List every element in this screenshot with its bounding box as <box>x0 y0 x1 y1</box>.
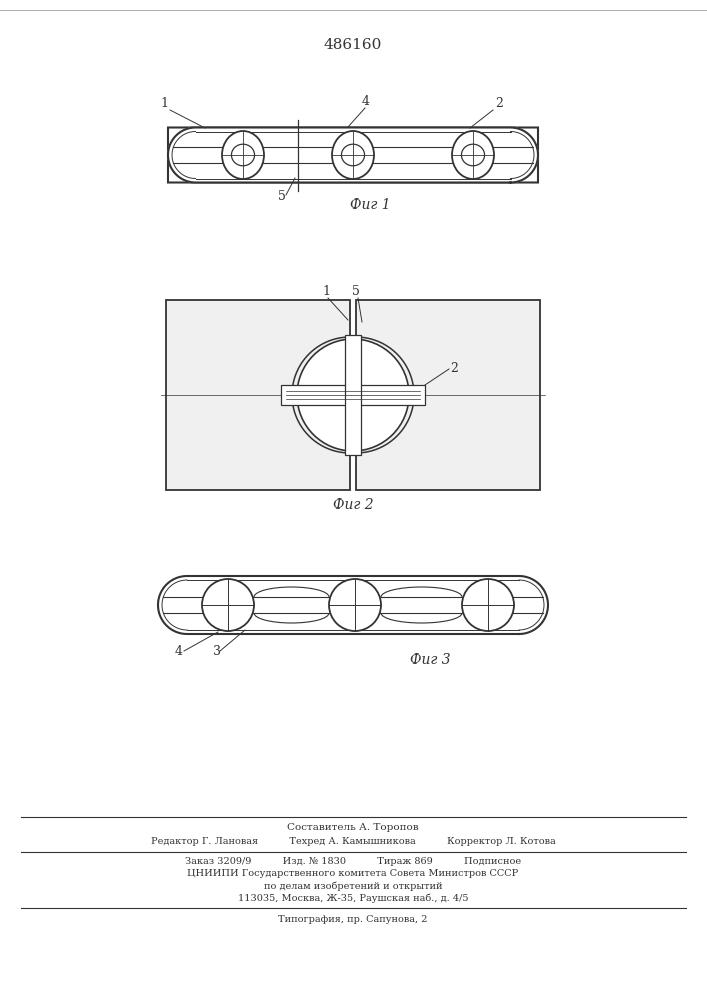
Text: Фиг 3: Фиг 3 <box>409 653 450 667</box>
Text: 1: 1 <box>160 97 168 110</box>
Text: по делам изобретений и открытий: по делам изобретений и открытий <box>264 881 443 891</box>
Text: Заказ 3209/9          Изд. № 1830          Тираж 869          Подписное: Заказ 3209/9 Изд. № 1830 Тираж 869 Подпи… <box>185 857 521 866</box>
Text: 2: 2 <box>495 97 503 110</box>
Text: Типография, пр. Сапунова, 2: Типография, пр. Сапунова, 2 <box>279 916 428 924</box>
Circle shape <box>202 579 254 631</box>
Text: Составитель А. Торопов: Составитель А. Торопов <box>287 822 419 832</box>
Circle shape <box>297 339 409 451</box>
Text: 1: 1 <box>322 285 330 298</box>
Ellipse shape <box>222 131 264 179</box>
Polygon shape <box>168 127 538 182</box>
Text: Фиг 1: Фиг 1 <box>350 198 390 212</box>
Bar <box>356 300 540 490</box>
Text: 5: 5 <box>278 190 286 203</box>
Ellipse shape <box>341 144 365 166</box>
Bar <box>166 300 350 490</box>
Polygon shape <box>158 576 548 634</box>
Text: 5: 5 <box>352 285 360 298</box>
Bar <box>281 385 425 405</box>
Ellipse shape <box>452 131 494 179</box>
Text: 113035, Москва, Ж-35, Раушская наб., д. 4/5: 113035, Москва, Ж-35, Раушская наб., д. … <box>238 893 468 903</box>
Text: Редактор Г. Лановая          Техред А. Камышникова          Корректор Л. Котова: Редактор Г. Лановая Техред А. Камышников… <box>151 838 556 846</box>
Ellipse shape <box>332 131 374 179</box>
Text: 4: 4 <box>362 95 370 108</box>
FancyBboxPatch shape <box>168 127 538 182</box>
Text: 2: 2 <box>450 362 458 375</box>
Circle shape <box>329 579 381 631</box>
Bar <box>345 335 361 455</box>
Circle shape <box>462 579 514 631</box>
Text: 4: 4 <box>175 645 183 658</box>
Text: Фиг 2: Фиг 2 <box>333 498 373 512</box>
Ellipse shape <box>462 144 484 166</box>
Text: 486160: 486160 <box>324 38 382 52</box>
Text: 3: 3 <box>213 645 221 658</box>
Ellipse shape <box>231 144 255 166</box>
Text: ЦНИИПИ Государственного комитета Совета Министров СССР: ЦНИИПИ Государственного комитета Совета … <box>187 869 519 879</box>
